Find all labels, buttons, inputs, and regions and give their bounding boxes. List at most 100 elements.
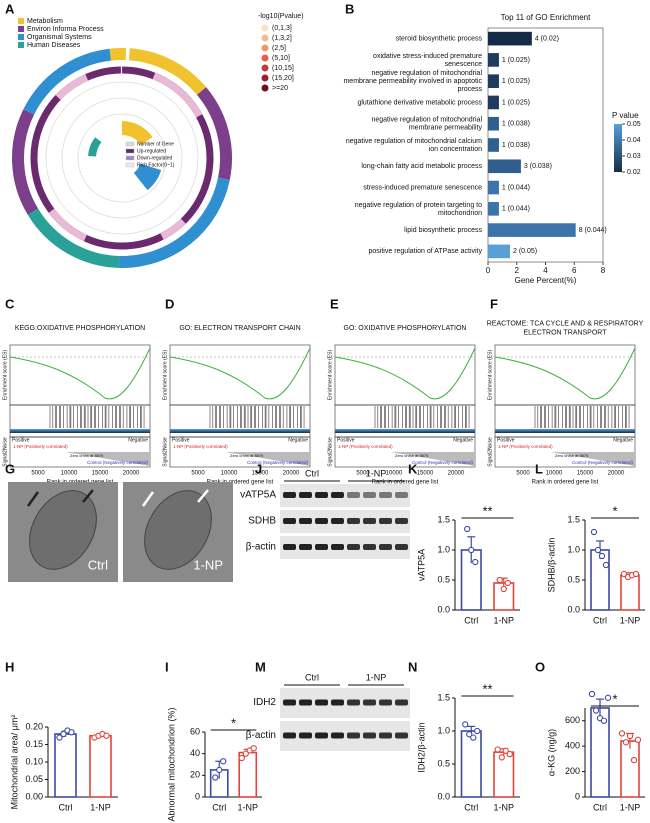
gsea-xtick: 20000 — [283, 471, 300, 477]
y-tick-label: 1.5 — [567, 514, 580, 524]
x-tick-label: Ctrl — [464, 615, 478, 625]
data-point — [632, 570, 640, 578]
gsea-xtick: 10000 — [386, 471, 403, 477]
pvalue-legend-dot — [261, 64, 269, 72]
pvalue-legend-dot — [261, 54, 269, 62]
blot-band — [363, 699, 376, 706]
bar — [488, 159, 521, 174]
gsea-xtick: 15000 — [417, 471, 434, 477]
data-point — [622, 739, 630, 746]
blot-row-label: SDHB — [248, 516, 276, 527]
gsea-xtick: 15000 — [252, 471, 269, 477]
gsea-neg-label: Control (Negatively correlated) — [87, 460, 149, 465]
inner-legend-swatch — [125, 148, 135, 154]
blot-band — [395, 518, 408, 524]
blot-band — [315, 544, 328, 550]
y-tick-label: negative regulation of protein targeting… — [355, 202, 482, 217]
panel-label: N — [408, 659, 417, 674]
gsea-ylabel: Enrichment score (ES) — [2, 350, 8, 401]
bar — [54, 733, 77, 798]
panel-label: B — [345, 1, 354, 16]
data-point — [500, 585, 507, 593]
panel-label: D — [165, 296, 174, 311]
data-point — [588, 690, 596, 698]
significance: * — [231, 715, 236, 730]
pvalue-legend-title: -log10(Pvalue) — [258, 13, 304, 20]
x-tick-label: 1-NP — [493, 615, 514, 625]
gsea-es-box — [494, 344, 636, 406]
gsea-positive: Positive — [12, 437, 30, 443]
y-tick-label: 400 — [565, 741, 580, 751]
gsea-pos-label: 1-NP (Positively correlated) — [498, 444, 553, 449]
gsea-xtick: 5000 — [356, 471, 370, 477]
y-tick-label: 1.5 — [437, 514, 450, 524]
data-point — [212, 774, 219, 781]
gsea-xtick: 20000 — [608, 471, 625, 477]
gsea-rank-area — [550, 452, 635, 466]
gsea-neg-label: Control (Negatively correlated) — [412, 460, 474, 465]
circos-outer-arc — [196, 87, 232, 180]
data-point — [238, 754, 245, 762]
gsea-es-box — [169, 344, 311, 406]
legend-swatch — [18, 42, 24, 48]
blot-band — [379, 492, 392, 498]
blot-row-label: IDH2 — [253, 697, 276, 708]
y-tick-label: 0.5 — [567, 574, 580, 584]
y-tick-label: 200 — [565, 766, 580, 776]
x-tick-label: Ctrl — [59, 802, 73, 812]
circos-outer-arc — [23, 48, 112, 115]
legend-swatch — [18, 26, 24, 32]
circos-outer-arc — [118, 177, 230, 268]
circos-ring-light — [160, 218, 186, 240]
blot-band — [315, 699, 328, 706]
gsea-xtick: 10000 — [221, 471, 238, 477]
gsea-es-box — [9, 344, 151, 406]
data-point — [250, 745, 257, 752]
blot-band — [283, 699, 296, 706]
blot-group: 1-NP — [366, 468, 387, 478]
gsea-rank-area — [390, 452, 475, 466]
blot-band — [299, 518, 312, 524]
circos-grid — [45, 81, 199, 235]
data-point — [498, 754, 505, 761]
y-tick-label: 1.0 — [437, 544, 450, 554]
data-point — [600, 717, 608, 724]
y-tick-label: oxidative stress-induced premature senesc… — [373, 53, 482, 68]
bar-label: 4 (0.02) — [535, 35, 559, 42]
y-tick-label: 0.0 — [437, 604, 450, 614]
data-point — [462, 721, 469, 728]
data-point — [68, 729, 75, 736]
y-axis-label: α-KG (ng/g) — [546, 729, 556, 776]
legend-label: Human Diseases — [27, 42, 81, 49]
panel-label: C — [5, 296, 15, 311]
em-mito — [29, 490, 97, 570]
blot-band — [395, 699, 408, 706]
legend-label: Metabolism — [27, 18, 63, 25]
y-axis-label: vATP5A — [416, 549, 426, 581]
gsea-rank-bar — [10, 429, 150, 433]
y-tick-label: 0.0 — [437, 791, 450, 801]
y-tick-label: steroid biosynthetic process — [396, 35, 483, 42]
legend-swatch — [18, 18, 24, 24]
y-tick-label: stress-induced premature senescence — [363, 184, 482, 191]
gsea-xtick: 20000 — [448, 471, 465, 477]
legend-label: Environ Informa Process — [27, 26, 104, 33]
circos-outer-arc — [27, 208, 120, 268]
blot-band — [331, 544, 344, 550]
bar — [460, 730, 482, 798]
panel-label: M — [255, 659, 266, 674]
colorbar-label: 0.04 — [627, 137, 641, 144]
data-point — [470, 734, 477, 741]
gsea-xtick: 15000 — [92, 471, 109, 477]
bar-label: 1 (0.038) — [502, 142, 530, 149]
blot-band — [363, 492, 376, 498]
significance: * — [612, 503, 617, 518]
blot-bg — [280, 510, 410, 533]
x-tick-label: 0 — [486, 266, 491, 275]
x-tick-label: Ctrl — [593, 802, 607, 812]
pvalue-legend-label: >=20 — [272, 85, 288, 92]
significance: * — [612, 691, 617, 706]
pvalue-legend-dot — [261, 34, 269, 42]
gsea-negative: Negative — [128, 437, 148, 443]
colorbar-label: 0.05 — [627, 121, 641, 128]
